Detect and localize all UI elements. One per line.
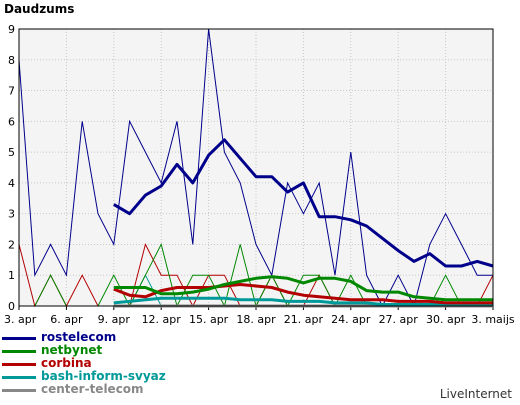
x-tick-label-6: 21. apr (284, 313, 324, 326)
y-tick-label-1: 1 (8, 269, 15, 282)
series-smoothed-bash-inform-svyaz (113, 296, 493, 306)
legend-label-rostelecom: rostelecom (41, 330, 117, 344)
y-tick-label-3: 3 (8, 208, 15, 221)
x-axis-ticks: 3. apr 6. apr 9. apr 12. apr 15. apr 18. apr 2… (4, 306, 515, 326)
legend-swatch-rostelecom (2, 337, 36, 340)
x-tick-label-5: 18. apr (236, 313, 276, 326)
x-tick-label-3: 12. apr (142, 313, 182, 326)
legend-swatch-bash-inform-svyaz (2, 376, 36, 379)
y-axis-ticks: 0 1 2 3 4 5 6 7 8 9 (8, 23, 15, 313)
x-tick-label-9: 30. apr (426, 313, 466, 326)
y-tick-label-4: 4 (8, 177, 15, 190)
legend-swatch-center-telecom (2, 389, 36, 392)
legend-label-netbynet: netbynet (41, 343, 103, 357)
y-tick-label-6: 6 (8, 115, 15, 128)
legend-label-bash-inform-svyaz: bash-inform-svyaz (41, 369, 166, 383)
x-tick-label-2: 9. apr (98, 313, 131, 326)
y-tick-label-2: 2 (8, 238, 15, 251)
legend-label-corbina: corbina (41, 356, 92, 370)
series-smoothed-rostelecom (113, 138, 494, 268)
x-tick-label-1: 6. apr (50, 313, 83, 326)
plot-frame (18, 28, 494, 307)
x-tick-label-0: 3. apr (4, 313, 37, 326)
legend-swatch-netbynet (2, 350, 36, 353)
y-tick-label-9: 9 (8, 23, 15, 36)
x-tick-label-10: 3. maijs (471, 313, 515, 326)
y-tick-label-7: 7 (8, 85, 15, 98)
legend-label-center-telecom: center-telecom (41, 382, 144, 396)
x-tick-label-8: 27. apr (379, 313, 419, 326)
series-smoothed-corbina (113, 283, 493, 305)
series-smoothed-netbynet (113, 275, 493, 302)
x-tick-label-7: 24. apr (331, 313, 371, 326)
y-tick-label-0: 0 (8, 300, 15, 313)
x-tick-label-4: 15. apr (189, 313, 229, 326)
chart-title: Daudzums (4, 2, 75, 16)
legend-swatch-corbina (2, 363, 36, 366)
liveinternet-brand[interactable]: LiveInternet (439, 387, 512, 401)
y-tick-label-8: 8 (8, 54, 15, 67)
y-tick-label-5: 5 (8, 146, 15, 159)
